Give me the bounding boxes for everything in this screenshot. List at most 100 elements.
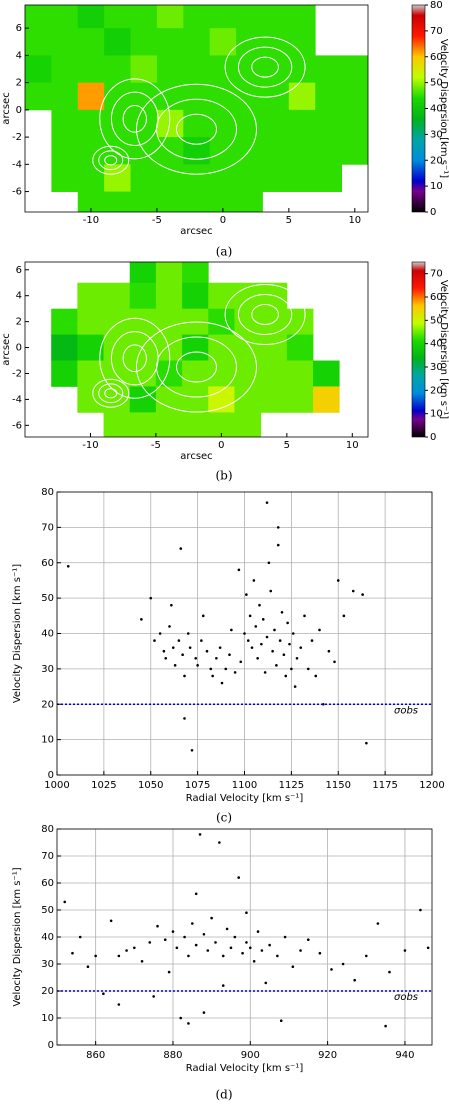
y-tick-label: 0 <box>48 770 54 781</box>
colorbar-tick-label: 0 <box>430 207 436 218</box>
map-cell <box>104 164 131 192</box>
point <box>196 664 199 667</box>
colorbar-tick-label: 50 <box>430 78 443 89</box>
point <box>187 954 190 958</box>
point <box>271 649 274 653</box>
point <box>221 984 225 987</box>
point <box>183 717 186 720</box>
map-cell <box>286 360 314 387</box>
map-cell <box>234 412 262 437</box>
point <box>263 671 267 674</box>
point <box>303 614 306 618</box>
point <box>310 639 314 642</box>
map-cell <box>234 334 262 361</box>
map-cell <box>288 164 316 192</box>
y-axis-label: arcsec <box>1 333 12 365</box>
contour <box>237 46 293 88</box>
point <box>245 593 248 596</box>
map-cell <box>208 334 235 361</box>
point <box>426 946 430 950</box>
point <box>275 664 278 667</box>
contour <box>176 113 217 145</box>
x-tick-label: 1025 <box>91 780 116 791</box>
map-cell <box>103 334 131 361</box>
point <box>229 946 233 950</box>
map-cell <box>288 82 316 111</box>
point <box>224 667 228 671</box>
panel-caption: (d) <box>215 1088 232 1102</box>
point <box>209 667 213 671</box>
y-tick-label: 2 <box>16 317 22 328</box>
map-cell <box>262 109 290 138</box>
y-tick-label: 0 <box>48 1040 54 1051</box>
colorbar-tick-label: 80 <box>430 0 443 11</box>
point <box>364 954 368 958</box>
plot-frame <box>24 4 369 213</box>
map-cell <box>25 82 52 111</box>
map-cell <box>341 109 368 138</box>
map-cell <box>77 191 105 212</box>
point <box>140 618 143 621</box>
contour <box>104 155 118 166</box>
point <box>214 941 217 944</box>
point <box>280 610 284 614</box>
y-axis-label: Velocity Dispersion [km s⁻¹] <box>12 867 23 1006</box>
contour <box>156 98 237 160</box>
x-tick-label: 880 <box>163 1050 182 1061</box>
point <box>187 1022 190 1025</box>
map-cell <box>104 5 131 29</box>
point <box>156 924 159 928</box>
point <box>168 625 171 628</box>
point <box>206 949 210 952</box>
map-cell <box>51 5 79 29</box>
map-cell <box>183 137 211 165</box>
map-cell <box>209 164 237 192</box>
colorbar-tick-label: 20 <box>430 155 443 166</box>
point <box>194 943 198 947</box>
y-tick-label: 0 <box>16 105 22 116</box>
point <box>71 951 74 955</box>
point <box>276 526 280 529</box>
map-cell <box>234 360 262 387</box>
point <box>202 1011 206 1014</box>
point <box>269 589 273 593</box>
x-tick-label: 1000 <box>44 780 69 791</box>
point <box>265 635 269 639</box>
point <box>163 938 167 941</box>
point <box>117 954 121 958</box>
y-tick-label: 70 <box>41 851 54 862</box>
contour <box>224 36 306 98</box>
point <box>158 632 162 635</box>
map <box>25 5 368 212</box>
colorbar-tick-label: 40 <box>430 104 443 115</box>
point <box>306 938 310 941</box>
point <box>336 579 340 582</box>
colorbar-tick-label: 30 <box>430 129 443 140</box>
map-cell <box>313 360 340 387</box>
point <box>293 685 297 688</box>
colorbar-label: Velocity Dispersion [km s⁻¹] <box>438 280 449 419</box>
y-tick-label: 50 <box>41 593 54 604</box>
contour <box>99 317 171 399</box>
map-cell <box>130 82 158 111</box>
point <box>133 946 136 950</box>
point <box>376 922 380 925</box>
map-cell <box>77 55 105 84</box>
map-cell <box>288 109 316 138</box>
map-cell <box>51 55 79 84</box>
contour <box>136 83 257 175</box>
point <box>205 649 209 653</box>
map-cell <box>104 191 131 212</box>
map-cell <box>262 164 290 192</box>
point <box>295 656 299 660</box>
y-tick-label: 50 <box>41 905 54 916</box>
point <box>173 664 177 667</box>
point <box>149 596 153 600</box>
map-cell <box>77 109 105 138</box>
y-tick-label: 30 <box>41 664 54 675</box>
point <box>306 667 310 671</box>
map-cell <box>104 55 131 84</box>
point <box>241 951 244 955</box>
map-cell <box>234 282 262 310</box>
map-cell <box>209 137 237 165</box>
